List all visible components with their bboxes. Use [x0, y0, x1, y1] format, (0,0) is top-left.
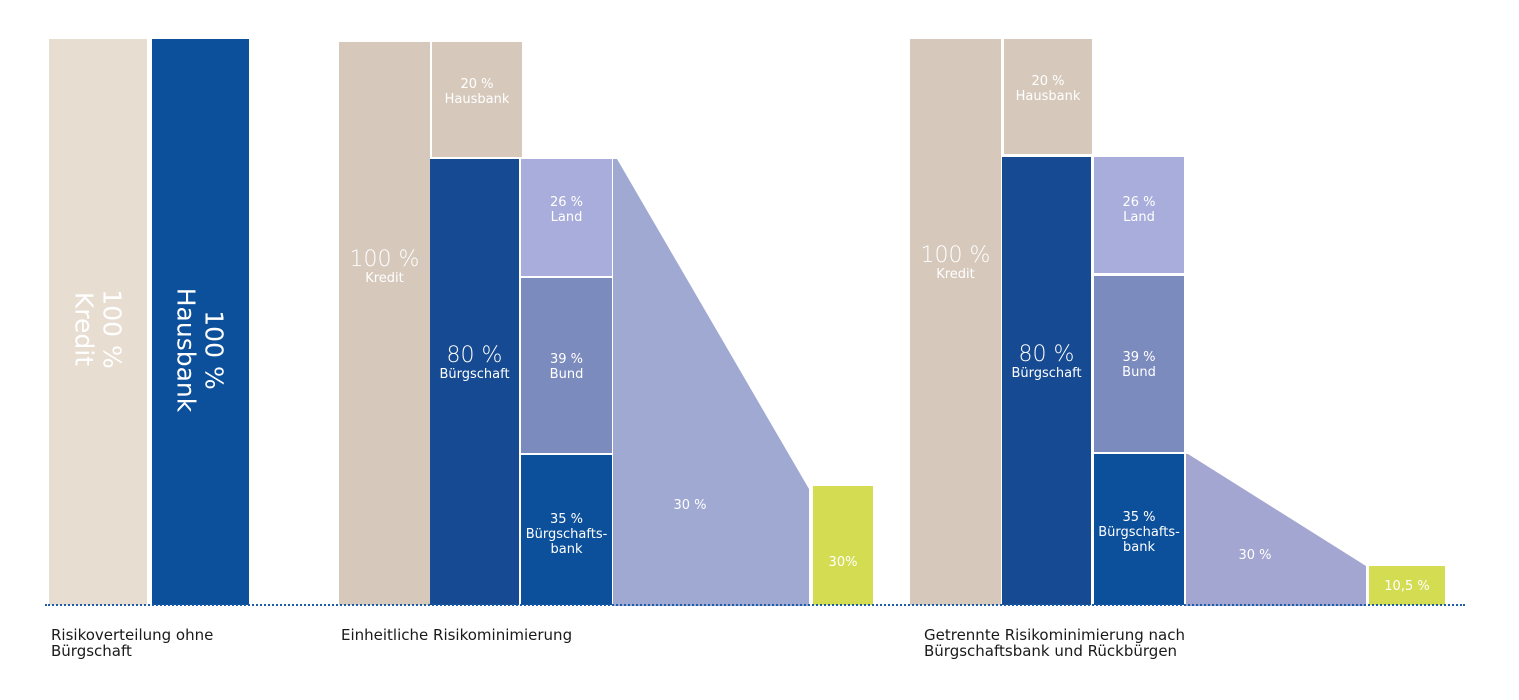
baseline-dotted: [45, 604, 1465, 606]
s2-kredit-bar: [339, 42, 430, 605]
s3-land-label: 26 % Land: [1094, 195, 1184, 226]
s3-hausbank-pct: 20 %: [1031, 74, 1065, 89]
s3-kredit-pct: 100 %: [920, 243, 991, 268]
s2-hausbank-label: 20 % Hausbank: [432, 77, 522, 108]
s3-buergschaft-pct: 80 %: [1018, 342, 1075, 367]
s3-bund-bar: [1094, 276, 1184, 452]
s2-kredit-label: 100 % Kredit: [339, 247, 430, 287]
s3-land-pct: 26 %: [1122, 195, 1156, 210]
s3-bbank-bar: [1094, 454, 1184, 605]
s3-reduction-triangle: [1186, 454, 1366, 606]
s3-buergschaft-bar: [1002, 157, 1091, 605]
s2-bund-text: Bund: [549, 366, 584, 382]
s2-hausbank-pct: 20 %: [460, 77, 494, 92]
s2-bbank-pct: 35 %: [549, 512, 584, 527]
s2-bbank-bar: [521, 455, 612, 605]
s1-kredit-text: Kredit: [70, 291, 99, 367]
s2-land-text: Land: [550, 209, 583, 225]
s2-kredit-pct: 100 %: [349, 247, 420, 272]
s2-hausbank-bar: [432, 42, 522, 157]
s2-buergschaft-label: 80 % Bürgschaft: [430, 343, 519, 383]
s2-bbank-text1: Bürgschafts-: [525, 526, 608, 542]
s2-land-label: 26 % Land: [521, 195, 612, 226]
s2-reduction-triangle: [613, 159, 809, 606]
s3-hausbank-bar: [1004, 39, 1092, 154]
s3-bbank-text1: Bürgschafts-: [1098, 524, 1180, 540]
s2-caption-line1: Einheitliche Risikominimierung: [341, 626, 573, 644]
s1-kredit-pct: 100 %: [97, 289, 127, 369]
s3-buergschaft-text: Bürgschaft: [1011, 366, 1082, 382]
s2-result-label: 30%: [828, 555, 858, 570]
s2-bund-bar: [521, 278, 612, 453]
s3-kredit-bar: [910, 39, 1001, 605]
s3-triangle-label: 30 %: [1238, 548, 1272, 563]
s2-buergschaft-bar: [430, 159, 519, 605]
s2-buergschaft-text: Bürgschaft: [439, 367, 510, 383]
s3-bbank-label: 35 % Bürgschafts- bank: [1094, 510, 1184, 556]
s2-kredit-text: Kredit: [365, 271, 404, 287]
s1-caption: Risikoverteilung ohne Bürgschaft: [51, 626, 214, 660]
s2-bund-label: 39 % Bund: [521, 352, 612, 383]
s2-land-bar: [521, 159, 612, 276]
s1-hausbank-label: 100 % Hausbank: [172, 287, 229, 413]
s2-land-pct: 26 %: [549, 195, 584, 210]
s2-buergschaft-pct: 80 %: [446, 343, 503, 368]
s3-result-bar: [1369, 566, 1445, 605]
s1-caption-line1: Risikoverteilung ohne: [51, 626, 214, 644]
s3-bbank-pct: 35 %: [1122, 510, 1156, 525]
s2-bbank-text2: bank: [550, 541, 583, 557]
s3-land-bar: [1094, 157, 1184, 273]
s3-caption-line1: Getrennte Risikominimierung nach: [924, 626, 1185, 644]
s3-kredit-label: 100 % Kredit: [910, 243, 1001, 283]
s3-caption: Getrennte Risikominimierung nach Bürgsch…: [924, 626, 1185, 660]
s2-triangle-label: 30 %: [673, 498, 707, 513]
s3-result-label: 10,5 %: [1384, 579, 1430, 594]
s3-bund-text: Bund: [1122, 364, 1156, 380]
s3-bbank-text2: bank: [1123, 539, 1155, 555]
s3-hausbank-label: 20 % Hausbank: [1004, 74, 1092, 105]
s1-kredit-label: 100 % Kredit: [70, 289, 127, 369]
s1-kredit-bar: [49, 39, 147, 605]
s3-bund-label: 39 % Bund: [1094, 350, 1184, 381]
s1-hausbank-bar: [152, 39, 249, 605]
s2-caption: Einheitliche Risikominimierung: [341, 626, 573, 644]
s3-land-text: Land: [1123, 209, 1155, 225]
s1-hausbank-text: Hausbank: [172, 287, 201, 413]
s3-caption-line2: Bürgschaftsbank und Rückbürgen: [924, 641, 1178, 660]
s3-buergschaft-label: 80 % Bürgschaft: [1002, 342, 1091, 382]
s2-bund-pct: 39 %: [549, 352, 584, 367]
s1-caption-line2: Bürgschaft: [51, 641, 132, 660]
s3-hausbank-text: Hausbank: [1015, 88, 1081, 104]
s3-bund-pct: 39 %: [1122, 350, 1156, 365]
s1-hausbank-pct: 100 %: [199, 310, 229, 390]
s2-hausbank-text: Hausbank: [444, 91, 510, 107]
s2-bbank-label: 35 % Bürgschafts- bank: [521, 512, 612, 558]
s3-kredit-text: Kredit: [936, 267, 975, 283]
s2-result-bar: [813, 486, 873, 605]
